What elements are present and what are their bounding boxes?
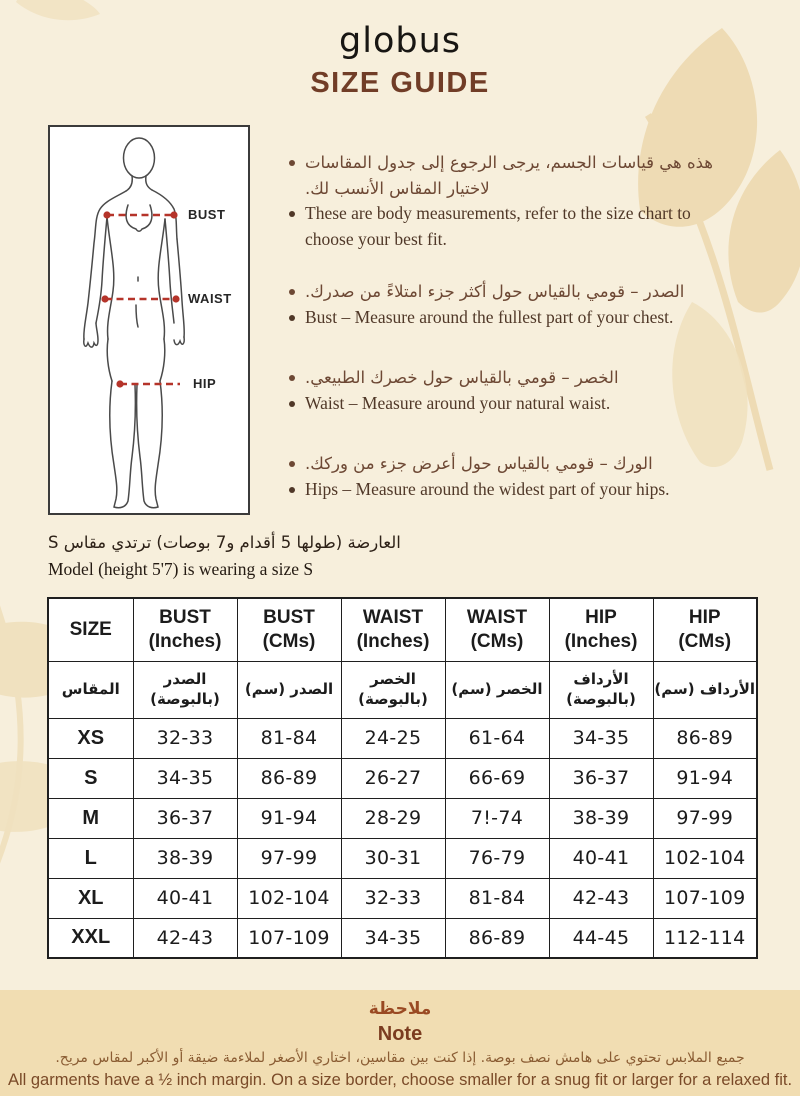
instruction-bust-ar: الصدر – قومي بالقياس حول أكثر جزء امتلاء… xyxy=(287,279,742,305)
table-cell: 42-43 xyxy=(132,917,238,959)
col-header-hip-in-ar: الأرداف (بالبوصة) xyxy=(548,660,654,719)
body-figure-illustration xyxy=(83,137,185,509)
instruction-waist-ar: الخصر – قومي بالقياس حول خصرك الطبيعي. xyxy=(287,365,742,391)
table-cell: 112-114 xyxy=(652,917,758,959)
table-cell: 66-69 xyxy=(444,757,550,799)
table-row-xl: XL 40-41 102-104 32-33 81-84 42-43 107-1… xyxy=(47,877,758,919)
table-cell: 7!-74 xyxy=(444,797,550,839)
table-cell: 107-109 xyxy=(652,877,758,919)
size-cell: XL xyxy=(47,877,134,919)
table-row-xs: XS 32-33 81-84 24-25 61-64 34-35 86-89 xyxy=(47,717,758,759)
model-info-ar: العارضة (طولها 5 أقدام و7 بوصات) ترتدي م… xyxy=(48,533,401,552)
instruction-waist-en: Waist – Measure around your natural wais… xyxy=(287,391,742,417)
col-header-waist-cm: WAIST (CMs) xyxy=(444,597,550,662)
instruction-group-general: هذه هي قياسات الجسم، يرجى الرجوع إلى جدو… xyxy=(287,150,742,252)
measure-lines xyxy=(105,213,180,386)
col-header-bust-in-ar: الصدر (بالبوصة) xyxy=(132,660,238,719)
bust-label: BUST xyxy=(188,207,226,222)
table-cell: 40-41 xyxy=(548,837,654,879)
table-cell: 97-99 xyxy=(652,797,758,839)
col-header-hip-in: HIP (Inches) xyxy=(548,597,654,662)
model-info-en: Model (height 5'7) is wearing a size S xyxy=(48,559,314,579)
table-cell: 107-109 xyxy=(236,917,342,959)
table-cell: 38-39 xyxy=(132,837,238,879)
table-cell: 30-31 xyxy=(340,837,446,879)
table-cell: 24-25 xyxy=(340,717,446,759)
instruction-group-hip: الورك – قومي بالقياس حول أعرض جزء من ورك… xyxy=(287,451,742,502)
table-cell: 81-84 xyxy=(444,877,550,919)
col-header-bust-in: BUST (Inches) xyxy=(132,597,238,662)
header: globus SIZE GUIDE xyxy=(0,22,800,100)
instruction-general-en: These are body measurements, refer to th… xyxy=(287,201,742,252)
note-body-ar: جميع الملابس تحتوي على هامش نصف بوصة. إذ… xyxy=(55,1050,745,1066)
table-cell: 91-94 xyxy=(236,797,342,839)
col-header-waist-in: WAIST (Inches) xyxy=(340,597,446,662)
col-header-bust-cm-ar: الصدر (سم) xyxy=(236,660,342,719)
table-cell: 102-104 xyxy=(236,877,342,919)
table-row-xxl: XXL 42-43 107-109 34-35 86-89 44-45 112-… xyxy=(47,917,758,959)
note-heading-ar: ملاحظة xyxy=(368,999,432,1019)
table-cell: 32-33 xyxy=(340,877,446,919)
size-cell: XXL xyxy=(47,917,134,959)
table-cell: 34-35 xyxy=(132,757,238,799)
hip-label: HIP xyxy=(193,376,217,391)
table-cell: 86-89 xyxy=(236,757,342,799)
table-header-row-en: SIZE BUST (Inches) BUST (CMs) WAIST (Inches… xyxy=(47,597,758,662)
page-title: SIZE GUIDE xyxy=(310,66,490,99)
table-row-l: L 38-39 97-99 30-31 76-79 40-41 102-104 xyxy=(47,837,758,879)
size-cell: XS xyxy=(47,717,134,759)
instruction-hip-ar: الورك – قومي بالقياس حول أعرض جزء من ورك… xyxy=(287,451,742,477)
table-cell: 26-27 xyxy=(340,757,446,799)
table-cell: 36-37 xyxy=(548,757,654,799)
table-cell: 34-35 xyxy=(340,917,446,959)
size-cell: L xyxy=(47,837,134,879)
model-info: العارضة (طولها 5 أقدام و7 بوصات) ترتدي م… xyxy=(48,530,401,582)
instructions-list: هذه هي قياسات الجسم، يرجى الرجوع إلى جدو… xyxy=(287,150,742,529)
table-cell: 38-39 xyxy=(548,797,654,839)
table-header-row-ar: المقاس الصدر (بالبوصة) الصدر (سم) الخصر (ب… xyxy=(47,660,758,719)
leaf-branch-top-right-icon xyxy=(638,28,800,471)
col-header-bust-cm: BUST (CMs) xyxy=(236,597,342,662)
table-cell: 91-94 xyxy=(652,757,758,799)
note-section: ملاحظة Note جميع الملابس تحتوي على هامش … xyxy=(0,990,800,1096)
col-header-size-ar: المقاس xyxy=(47,660,134,719)
table-cell: 40-41 xyxy=(132,877,238,919)
instruction-group-waist: الخصر – قومي بالقياس حول خصرك الطبيعي. W… xyxy=(287,365,742,416)
table-cell: 36-37 xyxy=(132,797,238,839)
instruction-general-ar: هذه هي قياسات الجسم، يرجى الرجوع إلى جدو… xyxy=(287,150,742,201)
size-cell: M xyxy=(47,797,134,839)
table-cell: 97-99 xyxy=(236,837,342,879)
body-figure-box: BUST WAIST HIP xyxy=(48,125,250,515)
leaf-top-left-icon xyxy=(16,0,100,21)
col-header-hip-cm: HIP (CMs) xyxy=(652,597,758,662)
table-cell: 76-79 xyxy=(444,837,550,879)
instruction-group-bust: الصدر – قومي بالقياس حول أكثر جزء امتلاء… xyxy=(287,279,742,330)
table-cell: 81-84 xyxy=(236,717,342,759)
col-header-size: SIZE xyxy=(47,597,134,662)
table-row-m: M 36-37 91-94 28-29 7!-74 38-39 97-99 xyxy=(47,797,758,839)
table-cell: 32-33 xyxy=(132,717,238,759)
table-cell: 61-64 xyxy=(444,717,550,759)
table-cell: 28-29 xyxy=(340,797,446,839)
table-cell: 44-45 xyxy=(548,917,654,959)
table-cell: 86-89 xyxy=(444,917,550,959)
table-row-s: S 34-35 86-89 26-27 66-69 36-37 91-94 xyxy=(47,757,758,799)
table-cell: 42-43 xyxy=(548,877,654,919)
instruction-hip-en: Hips – Measure around the widest part of… xyxy=(287,477,742,503)
col-header-waist-in-ar: الخصر (بالبوصة) xyxy=(340,660,446,719)
col-header-hip-cm-ar: الأرداف (سم) xyxy=(652,660,758,719)
instruction-bust-en: Bust – Measure around the fullest part o… xyxy=(287,305,742,331)
table-cell: 102-104 xyxy=(652,837,758,879)
table-cell: 86-89 xyxy=(652,717,758,759)
size-cell: S xyxy=(47,757,134,799)
note-heading-en: Note xyxy=(377,1023,423,1045)
waist-label: WAIST xyxy=(188,291,232,306)
note-body-en: All garments have a ½ inch margin. On a … xyxy=(7,1071,793,1089)
size-chart-table: SIZE BUST (Inches) BUST (CMs) WAIST (Inches… xyxy=(47,597,758,959)
col-header-waist-cm-ar: الخصر (سم) xyxy=(444,660,550,719)
table-cell: 34-35 xyxy=(548,717,654,759)
brand-logo: globus xyxy=(339,21,461,61)
